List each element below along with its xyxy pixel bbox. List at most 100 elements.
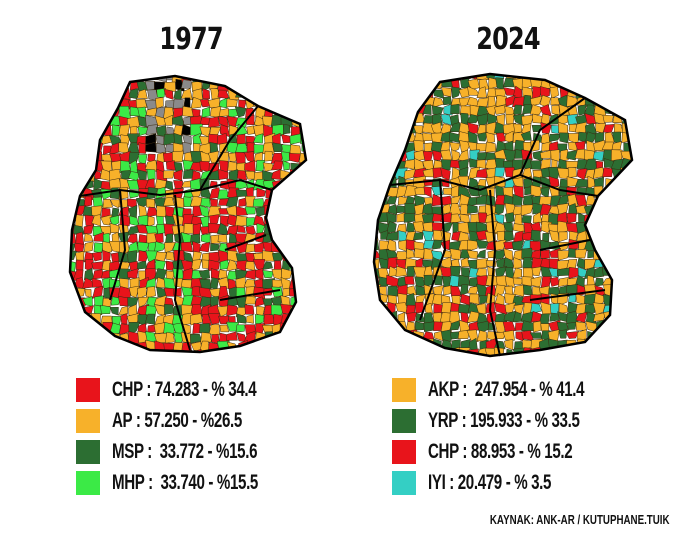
map-cell [385, 231, 399, 241]
map-cell [307, 296, 319, 307]
legend-swatch [392, 470, 416, 495]
map-cell [377, 320, 390, 332]
map-cell [298, 269, 306, 281]
map-cell [441, 74, 453, 81]
map-cell [109, 215, 120, 227]
map-cell [584, 74, 596, 81]
map-cell [593, 293, 606, 304]
map-cell [253, 351, 266, 352]
map-cell [145, 277, 156, 289]
map-cell [422, 74, 435, 82]
map-cell [234, 215, 248, 228]
map-cell [70, 142, 76, 156]
map-cell [374, 104, 382, 117]
map-cell [226, 331, 238, 341]
map-cell [575, 347, 588, 356]
map-cell [298, 278, 306, 290]
map-cell [629, 74, 632, 80]
map-cell [226, 350, 238, 352]
map-cell [279, 88, 293, 100]
map-cell [494, 312, 508, 324]
map-cell [415, 285, 426, 296]
map-cell [226, 259, 238, 272]
map-cell [549, 230, 560, 243]
map-cell [611, 274, 623, 287]
map-cell [476, 275, 490, 287]
map-cell [199, 215, 209, 228]
map-cell [374, 328, 380, 341]
legend-item: AKP : 247.954 - % 41.4 [392, 374, 645, 405]
map-cell [541, 355, 552, 356]
map-cell [235, 324, 245, 333]
map-cell [154, 233, 164, 244]
map-cell [394, 87, 407, 98]
map-cell [70, 123, 76, 137]
map-cell [542, 232, 550, 244]
map-cell [620, 337, 632, 351]
map-cell [236, 76, 247, 82]
map-cell [245, 243, 256, 254]
map-cell [442, 360, 453, 369]
map-cell [280, 342, 293, 352]
map-cell [503, 149, 516, 162]
map-cell [520, 204, 534, 217]
map-cell [173, 180, 183, 190]
map-cell [309, 181, 318, 189]
map-cell [200, 233, 211, 244]
map-cell [476, 249, 486, 259]
map-cell [219, 76, 231, 84]
map-cell [596, 222, 607, 233]
map-cell [192, 222, 202, 236]
map-cell [301, 96, 306, 108]
map-cell [549, 312, 560, 322]
map-cell [593, 86, 606, 99]
map-cell [374, 311, 380, 325]
map-cell [137, 154, 148, 165]
map-cell [70, 76, 76, 83]
map-cell [422, 150, 434, 162]
map-cell [611, 319, 624, 332]
map-cell [385, 79, 400, 89]
map-cell [611, 214, 624, 224]
map-cell [548, 267, 560, 278]
map-cell [289, 144, 302, 155]
legend-label: MSP : 33.772 - %15.6 [112, 439, 258, 463]
map-cell [630, 283, 632, 296]
map-cell [246, 350, 254, 352]
map-cell [621, 248, 630, 259]
legend-item: MHP : 33.740 - %15.5 [76, 467, 315, 498]
map-cell [70, 133, 76, 146]
map-cell [246, 217, 256, 227]
map-cell [505, 113, 515, 125]
map-cell [449, 248, 461, 260]
map-cell [630, 311, 632, 324]
map-cell [289, 76, 301, 82]
map-cell [388, 356, 398, 367]
map-cell [244, 160, 256, 173]
map-cell [164, 297, 175, 307]
map-cell [165, 160, 176, 171]
map-cell [396, 357, 406, 368]
map-cell [395, 251, 408, 261]
map-cell [308, 241, 318, 253]
map-cell [504, 302, 516, 313]
map-cell [604, 212, 614, 226]
map-cell [288, 350, 302, 352]
map-cell [207, 205, 221, 218]
map-cell [83, 233, 94, 242]
map-cell [495, 94, 508, 108]
map-cell [469, 293, 480, 305]
map-cell [405, 358, 416, 366]
map-cell [120, 313, 128, 325]
map-cell [485, 141, 497, 153]
map-cell [101, 106, 114, 118]
map-cell [522, 231, 533, 241]
map-cell [405, 347, 416, 356]
map-cell [85, 153, 96, 163]
map-cell [512, 223, 525, 233]
map-cell [549, 276, 560, 287]
map-cell [155, 142, 167, 153]
map-cell [559, 149, 569, 162]
map-cell [604, 86, 615, 99]
map-cell [198, 287, 212, 299]
